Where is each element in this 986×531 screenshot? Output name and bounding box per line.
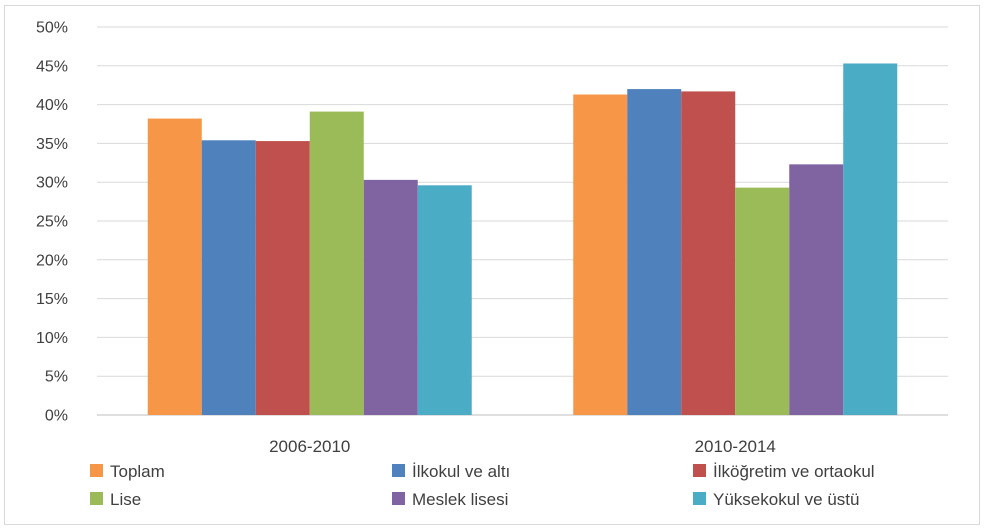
legend-label: Lise bbox=[110, 490, 141, 509]
legend-item: İlköğretim ve ortaokul bbox=[693, 462, 875, 481]
legend-swatch bbox=[392, 492, 405, 505]
bar-3-2 bbox=[681, 91, 736, 416]
bar-4-2 bbox=[735, 187, 790, 415]
y-tick-label: 25% bbox=[36, 214, 68, 231]
legend-swatch bbox=[693, 464, 706, 477]
legend: Toplam İlkokul ve altı İlköğretim ve ortao… bbox=[90, 462, 875, 509]
legend-label: İlköğretim ve ortaokul bbox=[713, 462, 875, 481]
legend-item: İlkokul ve altı bbox=[392, 462, 510, 481]
legend-swatch bbox=[90, 464, 103, 477]
legend-label: Toplam bbox=[110, 462, 165, 481]
y-tick-label: 10% bbox=[36, 330, 68, 347]
y-tick-label: 45% bbox=[36, 58, 68, 75]
bar-5-2 bbox=[789, 164, 844, 415]
y-tick-label: 35% bbox=[36, 136, 68, 153]
bar-6-2 bbox=[843, 63, 898, 416]
legend-label: Meslek lisesi bbox=[412, 490, 508, 509]
legend-item: Toplam bbox=[90, 462, 165, 481]
bar-5-1 bbox=[363, 179, 418, 415]
bar-6-1 bbox=[417, 185, 472, 415]
bar-1-1 bbox=[147, 118, 202, 416]
y-tick-label: 20% bbox=[36, 252, 68, 269]
legend-item: Lise bbox=[90, 490, 141, 509]
legend-swatch bbox=[90, 492, 103, 505]
bar-3-1 bbox=[255, 141, 310, 415]
x-axis-categories: 2006-2010 2010-2014 bbox=[269, 437, 776, 456]
legend-item: Yüksekokul ve üstü bbox=[693, 490, 859, 509]
y-tick-label: 50% bbox=[36, 20, 68, 37]
y-tick-label: 0% bbox=[45, 408, 68, 425]
legend-item: Meslek lisesi bbox=[392, 490, 508, 509]
legend-swatch bbox=[392, 464, 405, 477]
x-category-label: 2006-2010 bbox=[269, 437, 350, 456]
bar-1-2 bbox=[573, 94, 628, 416]
y-tick-label: 30% bbox=[36, 175, 68, 192]
legend-label: İlkokul ve altı bbox=[412, 462, 510, 481]
bar-2-2 bbox=[627, 89, 682, 415]
y-tick-label: 15% bbox=[36, 291, 68, 308]
legend-swatch bbox=[693, 492, 706, 505]
legend-label: Yüksekokul ve üstü bbox=[713, 490, 859, 509]
x-category-label: 2010-2014 bbox=[695, 437, 776, 456]
y-tick-label: 40% bbox=[36, 97, 68, 114]
y-axis-ticks: 0% 5% 10% 15% 20% 25% 30% 35% 40% 45% 50% bbox=[36, 20, 68, 425]
bar-4-1 bbox=[309, 111, 364, 416]
bars bbox=[147, 63, 898, 416]
y-tick-label: 5% bbox=[45, 369, 68, 386]
bar-2-1 bbox=[201, 140, 256, 415]
